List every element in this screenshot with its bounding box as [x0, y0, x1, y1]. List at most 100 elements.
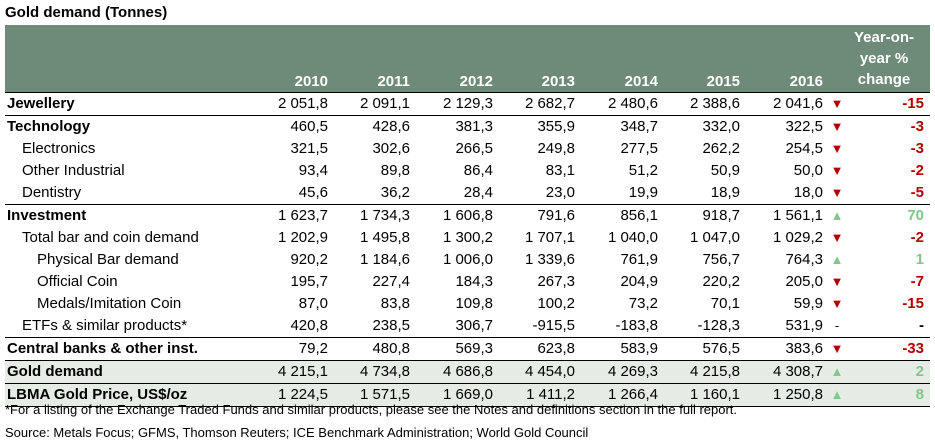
up-arrow-icon: ▲ [830, 252, 844, 267]
down-arrow-icon: ▼ [830, 185, 844, 200]
value-cell: 86,4 [463, 162, 493, 179]
footnote: *For a listing of the Exchange Traded Fu… [5, 402, 738, 417]
value-cell: 184,3 [455, 273, 493, 290]
value-cell: 254,5 [785, 140, 823, 157]
yoy-change-cell: - [919, 317, 924, 334]
value-cell: 306,7 [455, 317, 493, 334]
table-row: ETFs & similar products* 420,8 238,5 306,7 -… [5, 315, 930, 337]
table-row: Central banks & other inst. 79,2 480,8 569,… [5, 337, 930, 360]
value-cell: 1 300,2 [442, 229, 493, 246]
value-cell: 1 006,0 [442, 251, 493, 268]
value-cell: 4 686,8 [442, 363, 493, 380]
yoy-change-cell: -5 [910, 184, 924, 201]
down-arrow-icon: ▼ [830, 119, 844, 134]
value-cell: 89,8 [380, 162, 410, 179]
value-cell: 1 623,7 [277, 207, 328, 224]
down-arrow-icon: ▼ [830, 296, 844, 311]
value-cell: 262,2 [702, 140, 740, 157]
up-arrow-icon: ▲ [830, 208, 844, 223]
value-cell: 302,6 [372, 140, 410, 157]
value-cell: 381,3 [455, 118, 493, 135]
table-row: Physical Bar demand 920,2 1 184,6 1 006,0 1 … [5, 249, 930, 271]
value-cell: 267,3 [537, 273, 575, 290]
bottom-rule [5, 406, 930, 407]
table-row: Medals/Imitation Coin 87,0 83,8 109,8 100,2 7… [5, 293, 930, 315]
year-header-2014: 2014 [624, 73, 658, 90]
value-cell: 1 047,0 [689, 229, 740, 246]
up-arrow-icon: ▲ [830, 387, 844, 402]
yoy-change-cell: 8 [915, 386, 924, 403]
value-cell: 4 734,8 [359, 363, 410, 380]
year-header-2013: 2013 [541, 73, 575, 90]
down-arrow-icon: ▼ [830, 163, 844, 178]
value-cell: 2 129,3 [442, 95, 493, 112]
table-row: Gold demand 4 215,1 4 734,8 4 686,8 4 454,0 4… [5, 360, 930, 383]
value-cell: 220,2 [702, 273, 740, 290]
yoy-header-line: year % [859, 50, 909, 67]
value-cell: 332,0 [702, 118, 740, 135]
value-cell: 249,8 [537, 140, 575, 157]
row-label: Technology [7, 118, 91, 135]
yoy-header-line: change [857, 71, 911, 88]
value-cell: 59,9 [793, 295, 823, 312]
value-cell: 856,1 [620, 207, 658, 224]
table-row: Total bar and coin demand 1 202,9 1 495,8 1… [5, 227, 930, 249]
yoy-change-cell: -33 [902, 340, 924, 357]
yoy-change-cell: -3 [910, 118, 924, 135]
value-cell: 73,2 [628, 295, 658, 312]
down-arrow-icon: ▼ [830, 274, 844, 289]
year-header-2012: 2012 [459, 73, 493, 90]
value-cell: 83,1 [545, 162, 575, 179]
value-cell: 4 215,1 [277, 363, 328, 380]
row-label: Medals/Imitation Coin [37, 295, 182, 312]
table-header: Year-on- year % change 2010 2011 2012 2013 2… [5, 25, 930, 92]
row-label: Official Coin [37, 273, 118, 290]
row-label: Other Industrial [22, 162, 125, 179]
source-note: Source: Metals Focus; GFMS, Thomson Reut… [5, 425, 589, 440]
value-cell: -183,8 [615, 317, 658, 334]
value-cell: 70,1 [710, 295, 740, 312]
value-cell: 383,6 [785, 340, 823, 357]
year-header-2015: 2015 [706, 73, 740, 90]
value-cell: 1 734,3 [359, 207, 410, 224]
value-cell: 1 495,8 [359, 229, 410, 246]
value-cell: 2 051,8 [277, 95, 328, 112]
value-cell: 205,0 [785, 273, 823, 290]
value-cell: 322,5 [785, 118, 823, 135]
value-cell: 4 215,8 [689, 363, 740, 380]
value-cell: 1 029,2 [772, 229, 823, 246]
row-label: Dentistry [22, 184, 82, 201]
value-cell: 531,9 [785, 317, 823, 334]
row-label: Investment [7, 207, 87, 224]
year-header-2016: 2016 [789, 73, 823, 90]
table-row: LBMA Gold Price, US$/oz 1 224,5 1 571,5 1 6… [5, 383, 930, 406]
year-header-2011: 2011 [377, 73, 410, 90]
yoy-change-cell: -2 [910, 229, 924, 246]
down-arrow-icon: ▼ [830, 230, 844, 245]
value-cell: -128,3 [697, 317, 740, 334]
value-cell: 2 682,7 [524, 95, 575, 112]
value-cell: 1 040,0 [607, 229, 658, 246]
value-cell: 756,7 [702, 251, 740, 268]
value-cell: 238,5 [372, 317, 410, 334]
value-cell: 93,4 [298, 162, 328, 179]
table-row: Official Coin 195,7 227,4 184,3 267,3 204,9 22… [5, 271, 930, 293]
yoy-header: Year-on- year % change [844, 27, 924, 90]
yoy-header-line: Year-on- [853, 29, 914, 46]
row-label: Physical Bar demand [37, 251, 179, 268]
value-cell: 1 411,2 [526, 386, 575, 403]
value-cell: 569,3 [455, 340, 493, 357]
row-label: Gold demand [7, 363, 103, 380]
table-row: Other Industrial 93,4 89,8 86,4 83,1 51,2 50,9… [5, 160, 930, 182]
row-label: Electronics [22, 140, 96, 157]
value-cell: 1 707,1 [524, 229, 575, 246]
value-cell: 79,2 [298, 340, 328, 357]
value-cell: 764,3 [785, 251, 823, 268]
value-cell: 204,9 [620, 273, 658, 290]
value-cell: 623,8 [537, 340, 575, 357]
value-cell: 50,9 [710, 162, 740, 179]
value-cell: 761,9 [620, 251, 658, 268]
yoy-change-cell: 1 [915, 251, 924, 268]
yoy-change-cell: 2 [915, 363, 924, 380]
value-cell: 460,5 [290, 118, 328, 135]
